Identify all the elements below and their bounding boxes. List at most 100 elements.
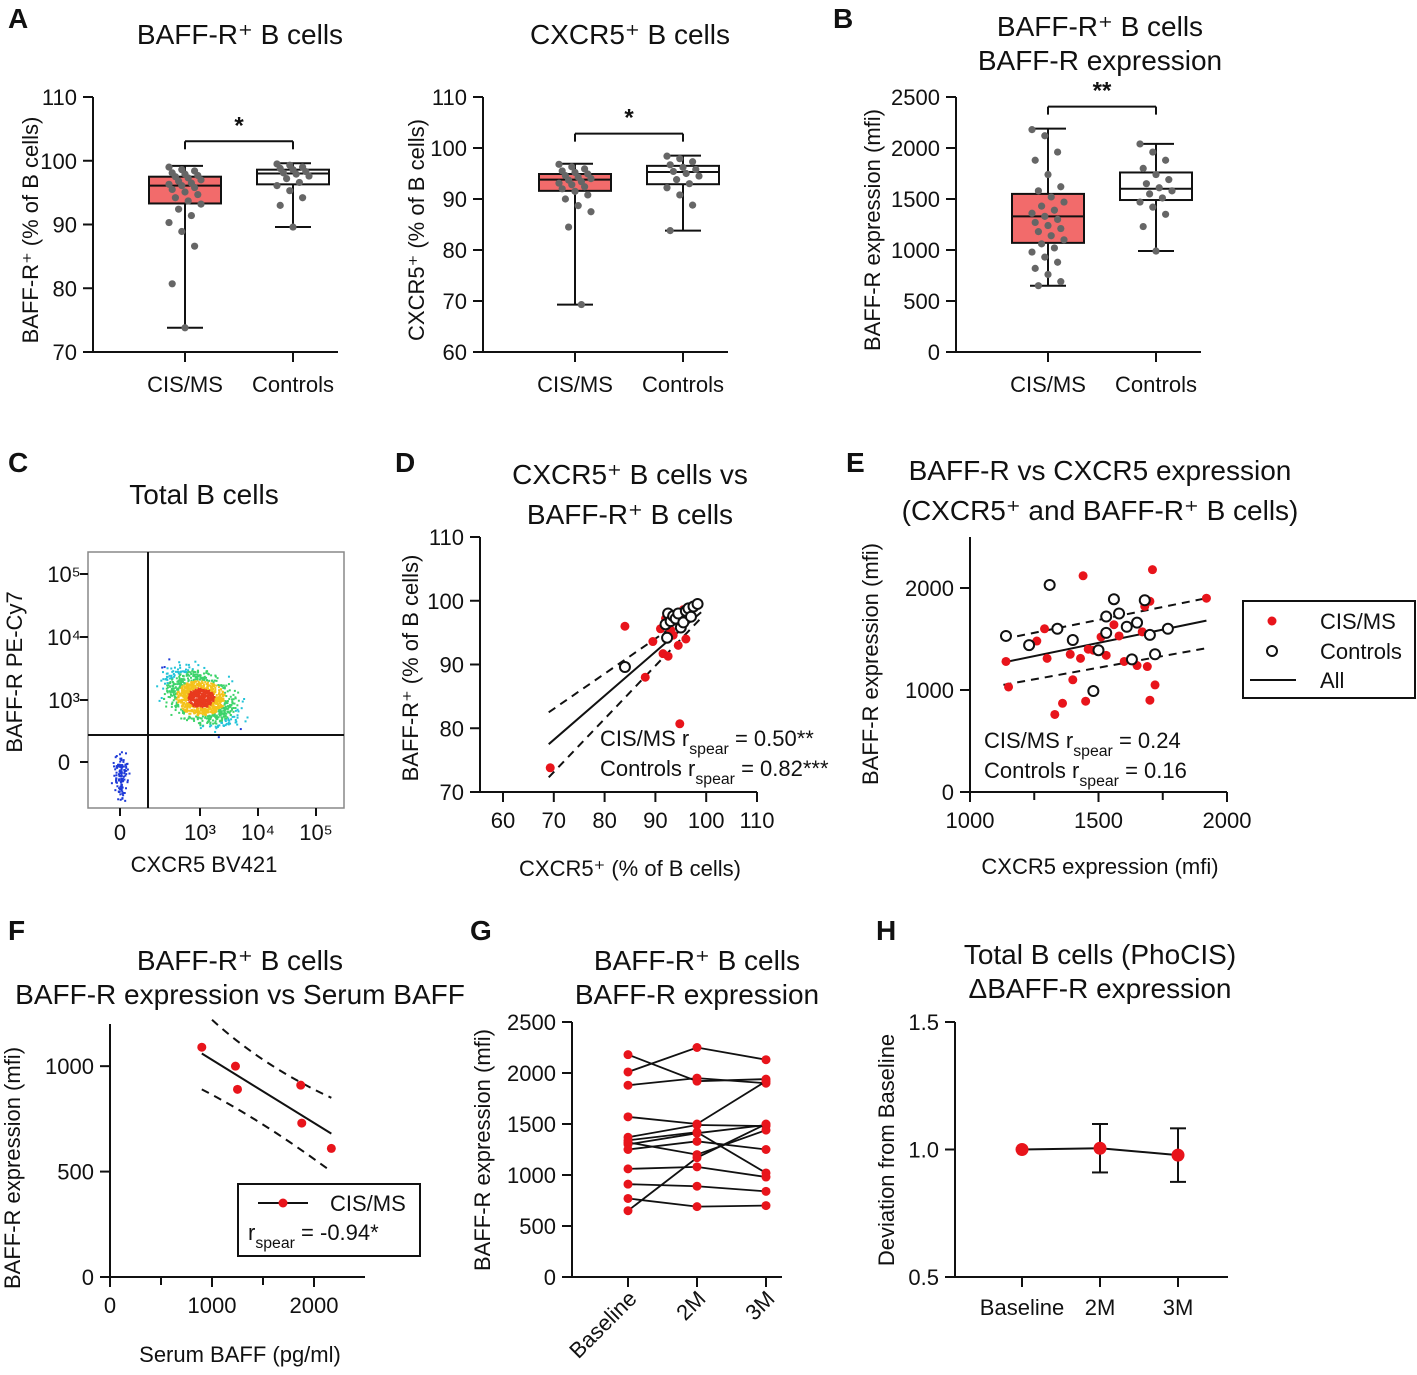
- C-event: [230, 704, 233, 707]
- C-event: [199, 698, 202, 701]
- C-event: [192, 675, 195, 678]
- C-event: [192, 670, 195, 673]
- E-legend-control-marker: [1266, 645, 1278, 657]
- C-event: [115, 779, 118, 782]
- B-data-point: [1060, 198, 1068, 206]
- C-event: [223, 713, 226, 716]
- C-event: [201, 698, 204, 701]
- A2-data-point: [663, 184, 671, 192]
- A2-data-point: [685, 180, 694, 188]
- A1-data-point: [181, 188, 189, 196]
- C-event: [219, 693, 222, 696]
- D-x-tick-label: 70: [542, 808, 566, 833]
- C-event: [199, 674, 202, 677]
- C-event: [191, 668, 194, 671]
- C-event: [174, 670, 177, 673]
- C-event: [211, 714, 214, 717]
- E-control-point: [1138, 594, 1151, 607]
- C-event: [189, 704, 192, 707]
- C-event: [115, 765, 118, 768]
- B-data-point: [1165, 176, 1173, 184]
- A2-data-point: [561, 195, 570, 203]
- C-event: [205, 689, 208, 692]
- C-event: [209, 715, 212, 718]
- C-event: [198, 711, 201, 714]
- C-event: [194, 684, 197, 687]
- C-event: [117, 765, 120, 768]
- C-event: [220, 719, 223, 722]
- D-y-tick-label: 110: [429, 525, 464, 550]
- A2-data-point: [587, 208, 595, 216]
- C-event: [176, 691, 179, 694]
- A1-data-point: [184, 197, 192, 205]
- C-event: [186, 688, 189, 691]
- C-event: [193, 709, 196, 712]
- C-event: [181, 687, 184, 690]
- A2-data-point: [689, 158, 697, 166]
- C-event: [165, 705, 168, 708]
- C-event: [194, 700, 197, 703]
- C-event: [208, 698, 211, 701]
- C-event: [162, 687, 165, 690]
- C-event: [207, 692, 210, 695]
- A2-data-point: [574, 202, 582, 210]
- A2-category-label: CIS/MS: [537, 372, 613, 397]
- D-y-label: BAFF-R⁺ (% of B cells): [398, 555, 423, 782]
- C-event: [192, 688, 195, 691]
- C-event: [222, 686, 225, 689]
- C-event: [207, 705, 210, 708]
- C-event: [168, 682, 171, 685]
- C-event: [119, 775, 122, 778]
- G-x-tick-label: 2M: [671, 1286, 710, 1325]
- C-event: [204, 687, 207, 690]
- C-event: [186, 671, 189, 674]
- C-event: [178, 677, 181, 680]
- G-data-point: [623, 1179, 633, 1189]
- C-event: [233, 689, 236, 692]
- stat-annotation: Controls rspear = 0.82***: [600, 756, 829, 788]
- C-event: [202, 683, 205, 686]
- B-y-tick-label: 0: [928, 340, 940, 365]
- C-event: [195, 711, 198, 714]
- F-cis-point: [233, 1084, 242, 1094]
- C-event: [212, 682, 215, 685]
- C-event: [194, 671, 197, 674]
- C-event: [208, 705, 211, 708]
- C-event: [228, 689, 231, 692]
- C-event: [176, 668, 179, 671]
- C-event: [181, 698, 184, 701]
- C-event: [200, 680, 203, 683]
- C-event: [197, 716, 200, 719]
- C-event: [203, 676, 206, 679]
- C-event: [187, 717, 190, 720]
- panel-title: BAFF-R expression: [575, 979, 819, 1010]
- C-event: [231, 700, 234, 703]
- C-event: [188, 666, 191, 669]
- C-event: [183, 709, 186, 712]
- C-event: [188, 715, 191, 718]
- C-event: [191, 697, 194, 700]
- B-data-point: [1041, 212, 1049, 220]
- C-event: [210, 724, 213, 727]
- C-event: [209, 707, 212, 710]
- C-event: [192, 692, 195, 695]
- C-event: [206, 699, 209, 702]
- C-event: [169, 696, 172, 699]
- C-event: [210, 695, 213, 698]
- C-event: [121, 790, 124, 793]
- C-event: [174, 706, 177, 709]
- E-cis-point: [1147, 565, 1157, 575]
- C-event: [191, 688, 194, 691]
- C-event: [216, 700, 219, 703]
- C-event: [208, 679, 211, 682]
- C-event: [179, 700, 182, 703]
- C-event: [171, 690, 174, 693]
- C-event: [124, 774, 127, 777]
- C-event: [192, 699, 195, 702]
- C-event: [171, 677, 174, 680]
- C-event: [118, 774, 121, 777]
- A1-y-tick-label: 100: [40, 149, 77, 174]
- C-event: [202, 700, 205, 703]
- C-event: [182, 674, 185, 677]
- C-event: [214, 722, 217, 725]
